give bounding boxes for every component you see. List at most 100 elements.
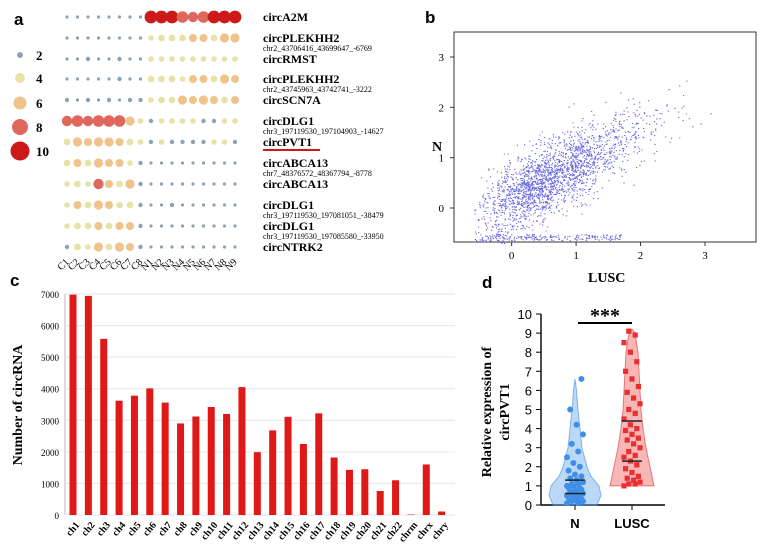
dot-6-4 bbox=[104, 137, 114, 147]
dot-7-0 bbox=[63, 159, 71, 167]
violin-ytick-label-9: 9 bbox=[525, 326, 532, 341]
row-label-0: circA2M bbox=[263, 10, 308, 24]
point-LUSC-12 bbox=[632, 452, 638, 458]
bar-label-ch3: ch3 bbox=[95, 520, 113, 539]
point-LUSC-26 bbox=[631, 395, 637, 401]
bar-label-ch8: ch8 bbox=[172, 520, 190, 539]
dot-5-15 bbox=[221, 118, 228, 124]
bar-ch8 bbox=[177, 423, 185, 515]
bar-ch16 bbox=[299, 443, 307, 515]
bar-ch17 bbox=[315, 413, 323, 515]
dot-10-6 bbox=[126, 222, 134, 230]
scatter-points bbox=[474, 80, 712, 244]
point-LUSC-34 bbox=[632, 332, 638, 338]
point-LUSC-0 bbox=[621, 483, 627, 489]
legend-dot-8 bbox=[12, 119, 28, 135]
violin-ytick-label-6: 6 bbox=[525, 383, 532, 398]
dot-9-2 bbox=[84, 201, 92, 209]
dot-6-16 bbox=[232, 139, 238, 145]
dot-6-15 bbox=[221, 139, 228, 145]
dot-7-1 bbox=[73, 159, 82, 167]
dot-7-11 bbox=[180, 161, 185, 165]
dot-8-8 bbox=[149, 182, 153, 186]
point-LUSC-25 bbox=[637, 401, 643, 407]
violin-ytick-label-8: 8 bbox=[525, 345, 532, 360]
dot-9-11 bbox=[180, 203, 185, 207]
dot-11-16 bbox=[233, 245, 237, 249]
dot-5-8 bbox=[148, 118, 154, 124]
point-LUSC-17 bbox=[635, 435, 641, 441]
dot-2-2 bbox=[85, 56, 91, 62]
point-N-39 bbox=[578, 375, 585, 382]
legend-label-6: 6 bbox=[36, 96, 43, 111]
row-sublabel-7: chr7_48376572_48367794_-8778 bbox=[263, 169, 372, 178]
dot-11-0 bbox=[64, 244, 70, 250]
scatter-ytick-label-0: 0 bbox=[439, 203, 445, 215]
dot-8-0 bbox=[64, 181, 70, 187]
bar-label-chry: chry bbox=[430, 520, 451, 542]
dot-10-5 bbox=[115, 222, 124, 230]
bar-label-ch2: ch2 bbox=[79, 520, 97, 539]
scatter-ytick-label-2: 2 bbox=[439, 102, 445, 114]
point-LUSC-22 bbox=[621, 416, 627, 422]
violin-ytick-label-10: 10 bbox=[518, 307, 532, 322]
panel-d-letter: d bbox=[482, 273, 492, 292]
bar-ytick-label-0: 0 bbox=[55, 511, 60, 521]
dot-1-1 bbox=[75, 36, 80, 40]
dot-1-14 bbox=[210, 34, 218, 42]
dot-5-3 bbox=[92, 115, 105, 127]
bar-ch4 bbox=[115, 400, 123, 515]
dot-2-13 bbox=[200, 56, 207, 62]
dot-11-6 bbox=[126, 243, 134, 251]
dot-4-3 bbox=[96, 98, 101, 102]
dot-1-12 bbox=[189, 34, 197, 42]
dot-9-14 bbox=[212, 203, 216, 207]
dot-0-13 bbox=[197, 11, 210, 23]
dot-3-7 bbox=[138, 77, 143, 81]
bar-label-ch5: ch5 bbox=[126, 520, 144, 539]
bar-chrx bbox=[422, 464, 430, 515]
dot-11-12 bbox=[191, 245, 195, 249]
dot-3-11 bbox=[179, 76, 186, 82]
violin-ytick-label-7: 7 bbox=[525, 364, 532, 379]
bar-y-label: Number of circRNA bbox=[11, 344, 26, 466]
dot-9-4 bbox=[105, 201, 113, 209]
point-LUSC-1 bbox=[632, 481, 638, 487]
point-LUSC-23 bbox=[632, 410, 638, 416]
dot-2-15 bbox=[221, 56, 228, 62]
scatter-ticks: 0 1 2 3 0 1 2 3 bbox=[439, 52, 709, 262]
dot-1-3 bbox=[96, 36, 101, 40]
dot-9-5 bbox=[116, 201, 123, 209]
bar-series bbox=[69, 294, 446, 515]
dot-2-1 bbox=[75, 57, 80, 61]
dot-2-11 bbox=[179, 56, 186, 62]
point-LUSC-13 bbox=[626, 448, 632, 455]
dot-9-15 bbox=[222, 203, 227, 207]
point-LUSC-11 bbox=[621, 454, 627, 460]
point-LUSC-28 bbox=[635, 383, 641, 390]
point-LUSC-31 bbox=[634, 359, 640, 365]
dot-1-5 bbox=[117, 36, 122, 40]
row-label-10: circDLG1 bbox=[263, 219, 314, 233]
dot-9-1 bbox=[73, 201, 82, 209]
dot-0-7 bbox=[138, 15, 143, 19]
dot-7-16 bbox=[233, 161, 237, 165]
dot-10-12 bbox=[191, 224, 195, 228]
dot-10-9 bbox=[159, 224, 164, 228]
point-LUSC-6 bbox=[635, 473, 641, 479]
dot-0-5 bbox=[117, 15, 122, 19]
panel-b: b 0 1 2 3 0 1 2 3 N LUSC bbox=[425, 8, 757, 286]
dot-10-2 bbox=[84, 222, 92, 230]
bar-category-labels: ch1ch2ch3ch4ch5ch6ch7ch8ch9ch10ch11ch12c… bbox=[64, 519, 451, 544]
dot-7-14 bbox=[212, 161, 216, 165]
legend-dot-4 bbox=[15, 73, 25, 83]
dot-11-3 bbox=[93, 242, 104, 252]
violin-y-label-line2: circPVT1 bbox=[498, 383, 513, 440]
dot-2-6 bbox=[128, 57, 132, 61]
row-label-7: circABCA13 bbox=[263, 156, 328, 170]
dot-11-2 bbox=[85, 244, 91, 250]
bar-ch5 bbox=[130, 395, 138, 515]
row-label-9: circDLG1 bbox=[263, 198, 314, 212]
dot-2-12 bbox=[190, 56, 196, 62]
dot-8-4 bbox=[105, 180, 113, 188]
